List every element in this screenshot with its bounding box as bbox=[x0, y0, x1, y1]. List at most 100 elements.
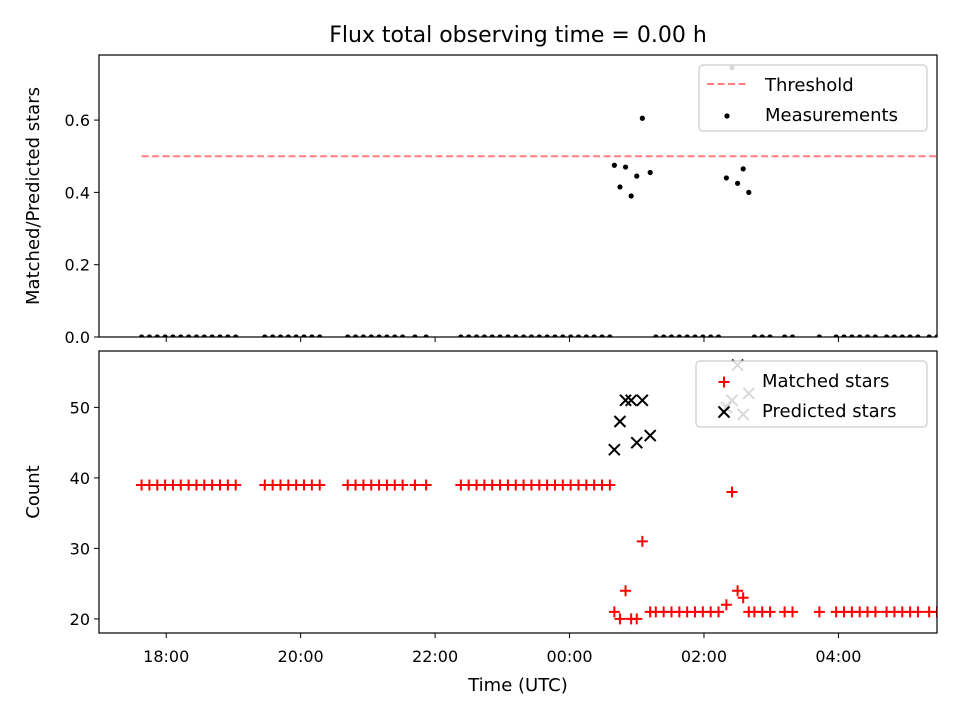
measurement-point bbox=[883, 334, 890, 337]
measurement-point bbox=[552, 334, 558, 337]
measurement-point bbox=[521, 334, 527, 337]
y-tick-label: 0.0 bbox=[65, 328, 90, 347]
x-tick-label: 20:00 bbox=[278, 647, 324, 666]
measurement-point bbox=[345, 334, 351, 337]
legend-label: Matched stars bbox=[762, 371, 889, 392]
measurement-point bbox=[481, 334, 487, 337]
measurement-point bbox=[560, 334, 566, 337]
measurement-point bbox=[301, 334, 307, 337]
predicted-marker bbox=[613, 415, 627, 428]
matched-marker bbox=[732, 585, 744, 597]
measurement-point bbox=[368, 334, 374, 337]
measurement-point bbox=[178, 334, 184, 337]
measurement-point bbox=[466, 334, 472, 337]
y-axis-label: Matched/Predicted stars bbox=[23, 87, 44, 305]
measurement-point bbox=[684, 334, 690, 337]
matched-marker bbox=[720, 599, 732, 611]
measurement-point bbox=[653, 334, 659, 337]
measurement-point bbox=[676, 334, 682, 337]
matched-marker bbox=[931, 606, 937, 618]
measurement-point bbox=[489, 334, 495, 337]
measurement-point bbox=[599, 334, 605, 337]
measurement-point bbox=[138, 334, 145, 337]
measurement-point bbox=[628, 193, 634, 199]
measurement-point bbox=[376, 334, 382, 337]
measurement-point bbox=[926, 334, 932, 337]
measurement-point bbox=[891, 334, 898, 337]
matched-marker bbox=[869, 606, 881, 618]
matched-marker bbox=[631, 613, 643, 625]
measurement-point bbox=[400, 334, 406, 337]
legend: Threshold Measurements bbox=[698, 64, 928, 132]
matched-marker bbox=[737, 592, 749, 604]
measurement-point bbox=[899, 334, 905, 337]
measurement-point bbox=[692, 334, 698, 337]
measurement-point bbox=[209, 334, 215, 337]
y-tick-label: 20 bbox=[70, 610, 90, 629]
measurement-point bbox=[841, 334, 847, 337]
measurement-point bbox=[352, 334, 359, 337]
legend-label: Threshold bbox=[764, 75, 854, 96]
measurement-point bbox=[833, 334, 839, 337]
matched-marker bbox=[946, 606, 957, 617]
measurement-point bbox=[233, 334, 239, 337]
measurement-point bbox=[759, 334, 765, 337]
measurement-point bbox=[217, 334, 223, 337]
legend-box bbox=[698, 64, 928, 132]
y-tick-label: 0.4 bbox=[65, 183, 90, 202]
matched-marker bbox=[314, 479, 326, 491]
matched-marker bbox=[614, 613, 626, 625]
measurement-point bbox=[575, 334, 582, 337]
measurement-point bbox=[661, 334, 667, 337]
x-tick-label: 00:00 bbox=[546, 647, 592, 666]
measurement-point bbox=[285, 334, 291, 337]
measurement-point bbox=[607, 334, 613, 337]
matched-marker bbox=[420, 479, 432, 491]
measurement-point bbox=[392, 334, 398, 337]
measurement-point bbox=[458, 334, 464, 337]
measurement-point bbox=[505, 334, 511, 337]
x-tick-label: 18:00 bbox=[143, 647, 189, 666]
measurement-point bbox=[568, 334, 574, 337]
plot-area bbox=[138, 65, 937, 337]
measurement-point bbox=[317, 334, 323, 337]
axes-frame bbox=[98, 350, 938, 634]
measurement-point bbox=[528, 334, 535, 337]
predicted-marker bbox=[643, 429, 657, 442]
measurement-point bbox=[734, 180, 741, 186]
matched-marker bbox=[764, 606, 776, 618]
matched-marker bbox=[604, 479, 616, 491]
x-tick-label: 04:00 bbox=[815, 647, 861, 666]
measurement-point bbox=[262, 334, 268, 337]
measurement-point bbox=[789, 334, 796, 337]
chart-title: Flux total observing time = 0.00 h bbox=[329, 23, 707, 48]
measurement-point bbox=[864, 334, 871, 337]
predicted-marker bbox=[636, 394, 649, 407]
predicted-marker bbox=[624, 394, 638, 407]
x-axis-label: Time (UTC) bbox=[467, 675, 568, 696]
measurement-point bbox=[700, 334, 706, 337]
measurement-point bbox=[146, 334, 153, 337]
x-tick-label: 22:00 bbox=[412, 647, 458, 666]
measurement-point bbox=[423, 334, 429, 337]
measurement-point bbox=[611, 162, 617, 168]
legend: Matched stars Predicted stars bbox=[695, 360, 928, 428]
x-tick-label: 02:00 bbox=[681, 647, 727, 666]
predicted-marker bbox=[619, 394, 632, 407]
measurement-point bbox=[536, 334, 542, 337]
measurement-point bbox=[309, 334, 315, 337]
measurement-point bbox=[857, 334, 863, 337]
measurement-point bbox=[617, 184, 623, 190]
axes-frame bbox=[98, 54, 938, 338]
y-tick-label: 0.6 bbox=[65, 111, 90, 130]
y-tick-label: 30 bbox=[70, 539, 90, 558]
measurement-point bbox=[154, 334, 160, 337]
measurement-point bbox=[715, 334, 722, 337]
predicted-marker bbox=[608, 443, 621, 456]
matched-marker bbox=[608, 606, 620, 618]
matched-marker bbox=[726, 486, 738, 498]
measurement-point bbox=[513, 334, 519, 337]
measurement-point bbox=[277, 334, 284, 337]
measurement-point bbox=[668, 334, 675, 337]
